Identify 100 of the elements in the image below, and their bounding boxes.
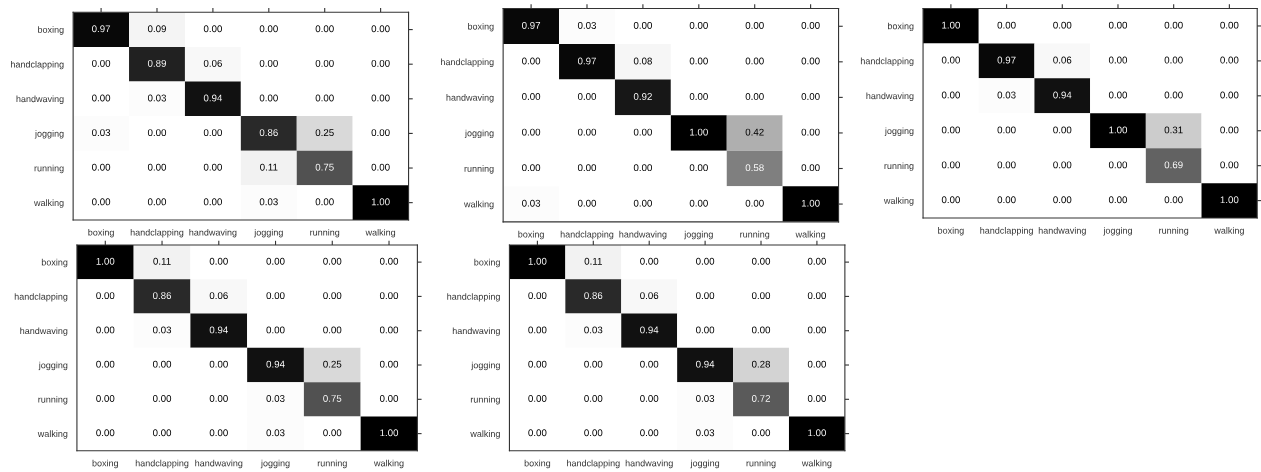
data-label: 0.94 (1053, 91, 1072, 99)
data-label: 0.11 (153, 257, 171, 265)
data-label: 0.09 (147, 25, 166, 33)
data-label: 0.00 (751, 292, 771, 300)
data-label: 0.00 (751, 429, 771, 437)
data-label: 0.94 (696, 360, 715, 368)
data-label: 0.03 (266, 429, 285, 437)
data-label: 0.00 (689, 93, 708, 100)
data-label: 0.00 (522, 164, 541, 172)
data-label: 0.03 (696, 429, 715, 437)
data-label: 0.00 (1164, 21, 1183, 29)
data-label: 0.00 (315, 94, 334, 102)
data-label: 0.00 (528, 395, 547, 402)
data-label: 0.00 (751, 326, 771, 334)
data-label: 0.25 (323, 360, 342, 368)
x-tick-label: handclapping (560, 230, 614, 240)
data-label: 0.00 (584, 429, 603, 437)
y-tick-label: boxing (888, 22, 914, 32)
data-label: 0.00 (528, 360, 547, 368)
data-label: 0.00 (209, 395, 228, 402)
data-label: 0.00 (92, 94, 111, 102)
data-label: 0.00 (633, 128, 652, 136)
data-label: 0.08 (633, 57, 652, 65)
y-tick-label: running (464, 165, 494, 174)
data-label: 0.00 (696, 326, 715, 334)
data-label: 0.00 (1220, 21, 1239, 29)
data-label: 0.00 (633, 199, 652, 207)
data-label: 0.00 (745, 22, 764, 29)
data-label: 0.03 (152, 326, 172, 334)
data-label: 0.92 (633, 93, 652, 100)
data-label: 1.00 (371, 198, 390, 206)
data-label: 0.00 (633, 164, 652, 172)
data-label: 0.72 (751, 395, 770, 402)
data-label: 0.00 (379, 257, 399, 265)
data-label: 0.00 (522, 128, 541, 136)
data-label: 0.69 (1164, 161, 1183, 169)
data-label: 0.00 (266, 257, 285, 265)
x-tick-label: handwaving (189, 228, 237, 238)
data-label: 0.00 (203, 129, 222, 137)
data-label: 0.00 (689, 57, 708, 65)
y-tick-label: handclapping (11, 60, 64, 70)
data-label: 0.00 (315, 59, 334, 67)
x-tick-label: jogging (1103, 227, 1132, 236)
y-tick-label: handclapping (447, 293, 500, 302)
x-tick-label: walking (1214, 227, 1244, 236)
data-label: 0.00 (323, 429, 342, 437)
data-label: 0.00 (577, 128, 597, 136)
x-tick-label: handclapping (980, 227, 1033, 236)
data-label: 0.00 (528, 429, 547, 437)
data-label: 0.00 (1108, 21, 1128, 29)
data-label: 0.06 (1053, 56, 1072, 64)
data-label: 0.00 (1108, 91, 1128, 99)
data-label: 0.00 (1053, 21, 1072, 29)
y-tick-label: walking (470, 430, 500, 439)
data-label: 0.00 (745, 93, 764, 100)
data-label: 0.89 (147, 59, 166, 67)
data-label: 0.00 (522, 93, 541, 100)
y-tick-label: jogging (884, 127, 914, 136)
y-tick-label: handwaving (16, 95, 64, 104)
data-label: 0.00 (266, 292, 285, 300)
data-label: 1.00 (942, 21, 960, 29)
data-label: 0.00 (1220, 161, 1239, 169)
data-label: 0.94 (640, 326, 659, 334)
data-label: 0.97 (997, 56, 1016, 64)
data-label: 0.00 (96, 395, 115, 402)
data-label: 0.00 (371, 59, 390, 67)
data-label: 0.00 (640, 429, 659, 437)
x-tick-label: running (310, 228, 340, 238)
data-label: 0.00 (379, 360, 399, 368)
data-label: 0.00 (807, 395, 826, 402)
y-tick-label: walking (463, 200, 494, 210)
data-label: 0.00 (577, 199, 597, 207)
data-label: 0.00 (689, 164, 708, 172)
y-tick-label: jogging (38, 361, 68, 371)
data-label: 0.00 (1053, 161, 1072, 169)
data-label: 0.00 (1108, 56, 1128, 64)
data-label: 0.06 (203, 59, 222, 67)
data-label: 0.00 (147, 163, 167, 171)
y-tick-label: handclapping (14, 293, 68, 302)
data-label: 0.25 (315, 129, 334, 137)
y-tick-label: running (34, 164, 64, 174)
x-tick-label: jogging (690, 459, 720, 469)
data-label: 0.00 (941, 56, 960, 64)
data-label: 0.00 (96, 326, 115, 334)
y-tick-label: boxing (468, 23, 494, 32)
data-label: 0.00 (92, 198, 111, 206)
data-label: 0.00 (696, 257, 715, 265)
data-label: 0.00 (1053, 126, 1072, 134)
data-label: 0.00 (323, 326, 342, 334)
data-label: 0.11 (584, 257, 602, 265)
data-label: 0.00 (941, 126, 960, 134)
data-label: 0.00 (259, 59, 278, 67)
data-label: 0.00 (96, 292, 115, 300)
data-label: 0.00 (997, 196, 1016, 204)
data-label: 0.00 (203, 198, 222, 206)
data-label: 0.00 (147, 198, 167, 206)
data-label: 0.00 (997, 21, 1016, 29)
data-label: 1.00 (528, 257, 547, 265)
x-tick-label: walking (365, 228, 396, 238)
data-label: 0.00 (323, 292, 342, 300)
